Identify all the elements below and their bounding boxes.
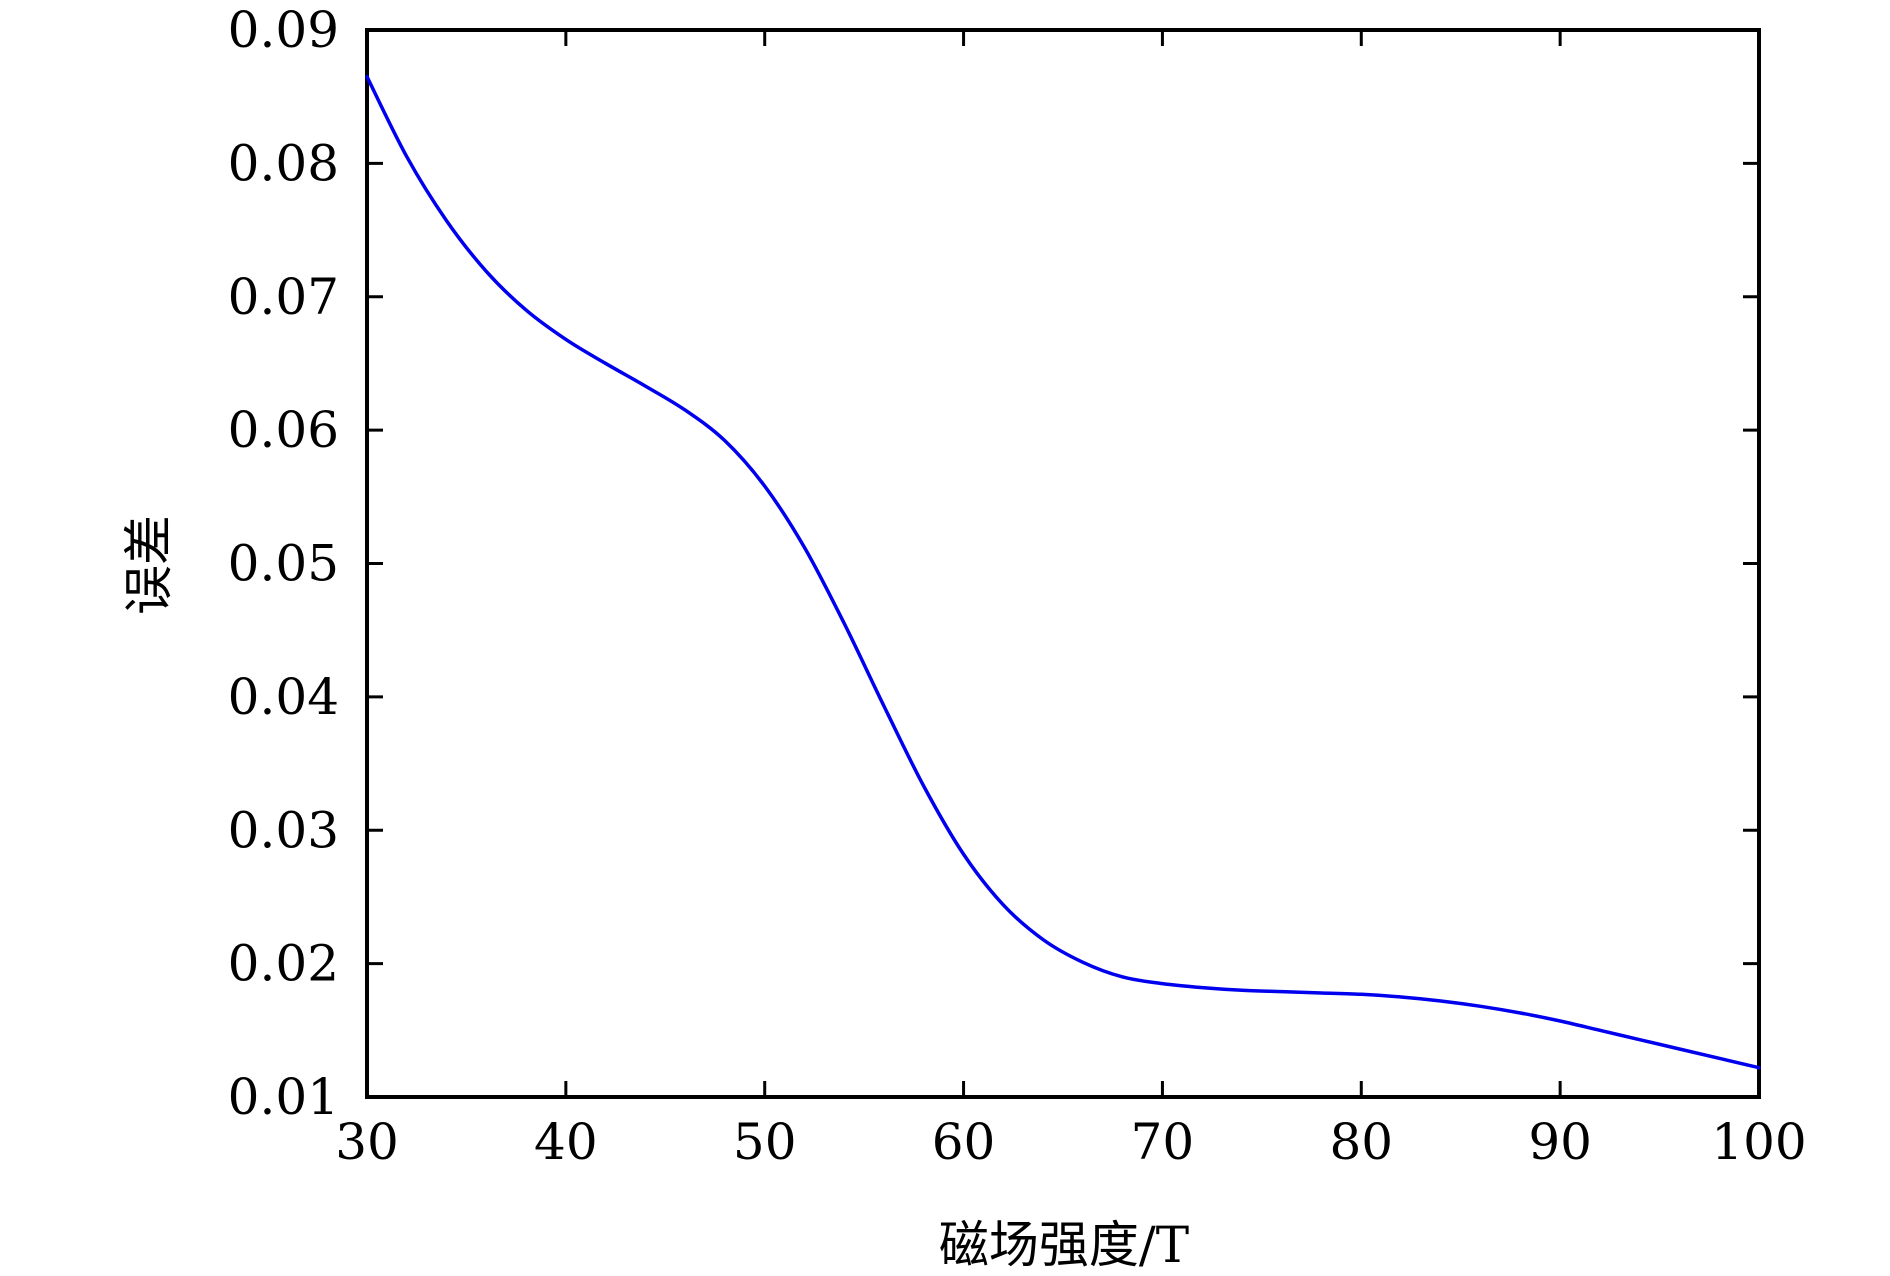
x-tick-label: 70 — [1131, 1113, 1195, 1171]
x-tick-label: 80 — [1329, 1113, 1393, 1171]
x-axis-label: 磁场强度/T — [939, 1216, 1189, 1274]
y-tick-label: 0.03 — [228, 801, 339, 859]
y-tick-label: 0.04 — [228, 668, 339, 726]
x-tick-label: 100 — [1711, 1113, 1806, 1171]
y-tick-label: 0.08 — [228, 134, 339, 192]
y-tick-label: 0.02 — [228, 935, 339, 993]
y-tick-label: 0.07 — [228, 268, 339, 326]
y-tick-label: 0.01 — [228, 1068, 339, 1126]
y-tick-label: 0.09 — [228, 1, 339, 59]
plot-frame — [365, 28, 1761, 1099]
y-axis-ticks: 0.01 0.02 0.03 0.04 0.05 0.06 0.07 0.08 0.09 — [228, 1, 1759, 1126]
x-tick-label: 40 — [534, 1113, 598, 1171]
x-tick-label: 60 — [932, 1113, 996, 1171]
x-tick-label: 90 — [1528, 1113, 1592, 1171]
y-tick-label: 0.06 — [228, 401, 339, 459]
x-axis-ticks: 30 40 50 60 70 80 90 100 — [335, 30, 1807, 1171]
x-tick-label: 30 — [335, 1113, 399, 1171]
error-curve — [365, 74, 1761, 1070]
y-tick-label: 0.05 — [228, 535, 339, 593]
x-tick-label: 50 — [733, 1113, 797, 1171]
y-axis-label: 误差 — [120, 515, 178, 615]
